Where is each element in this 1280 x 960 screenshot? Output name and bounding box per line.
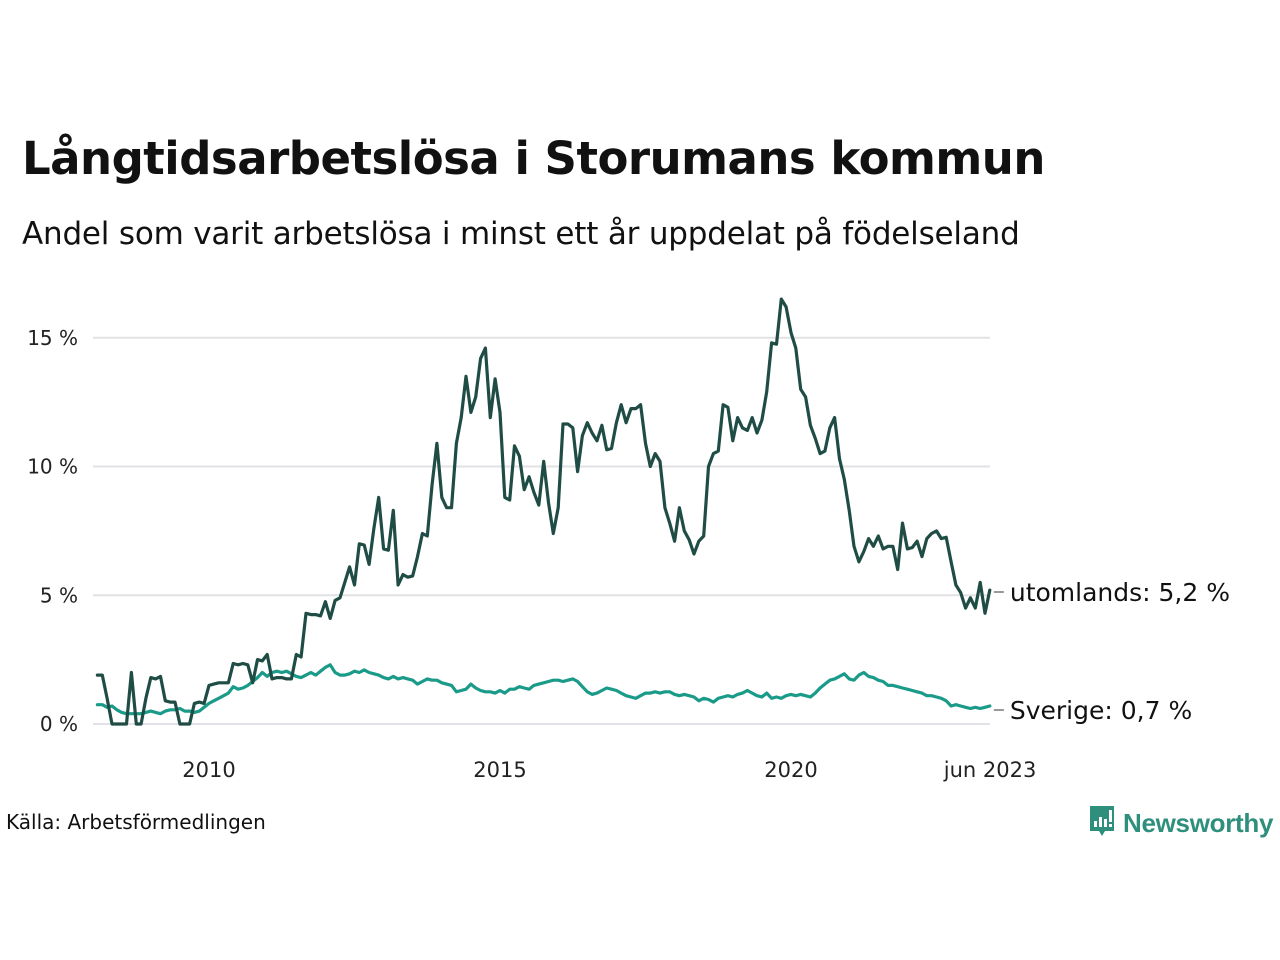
gridlines: [93, 336, 990, 725]
series-line-utomlands: [95, 297, 992, 726]
series-lines: [95, 297, 992, 726]
y-axis-ticks: 0 % 5 % 10 % 15 %: [27, 326, 78, 736]
y-tick-label: 0 %: [40, 712, 78, 736]
x-tick-label: 2015: [473, 758, 526, 782]
end-label-utomlands: utomlands: 5,2 %: [1010, 578, 1230, 607]
x-tick-label: 2020: [764, 758, 817, 782]
brand-name: Newsworthy: [1123, 807, 1274, 838]
x-axis-ticks: 2010 2015 2020 jun 2023: [182, 758, 1036, 782]
y-tick-label: 15 %: [27, 326, 78, 350]
y-tick-label: 5 %: [40, 583, 78, 607]
series-line-sverige: [95, 663, 992, 716]
brand-logo: Newsworthy: [1088, 804, 1273, 842]
x-tick-label: jun 2023: [943, 758, 1037, 782]
x-tick-label: 2010: [182, 758, 235, 782]
end-label-sverige: Sverige: 0,7 %: [1010, 696, 1192, 725]
chart-subtitle: Andel som varit arbetslösa i minst ett å…: [22, 216, 1020, 252]
source-note: Källa: Arbetsförmedlingen: [6, 810, 266, 834]
chart-title: Långtidsarbetslösa i Storumans kommun: [22, 132, 1045, 185]
series-end-labels: utomlands: 5,2 % Sverige: 0,7 %: [993, 578, 1230, 725]
bar-chart-speech-bubble-icon: [1088, 804, 1116, 842]
y-tick-label: 10 %: [27, 455, 78, 479]
